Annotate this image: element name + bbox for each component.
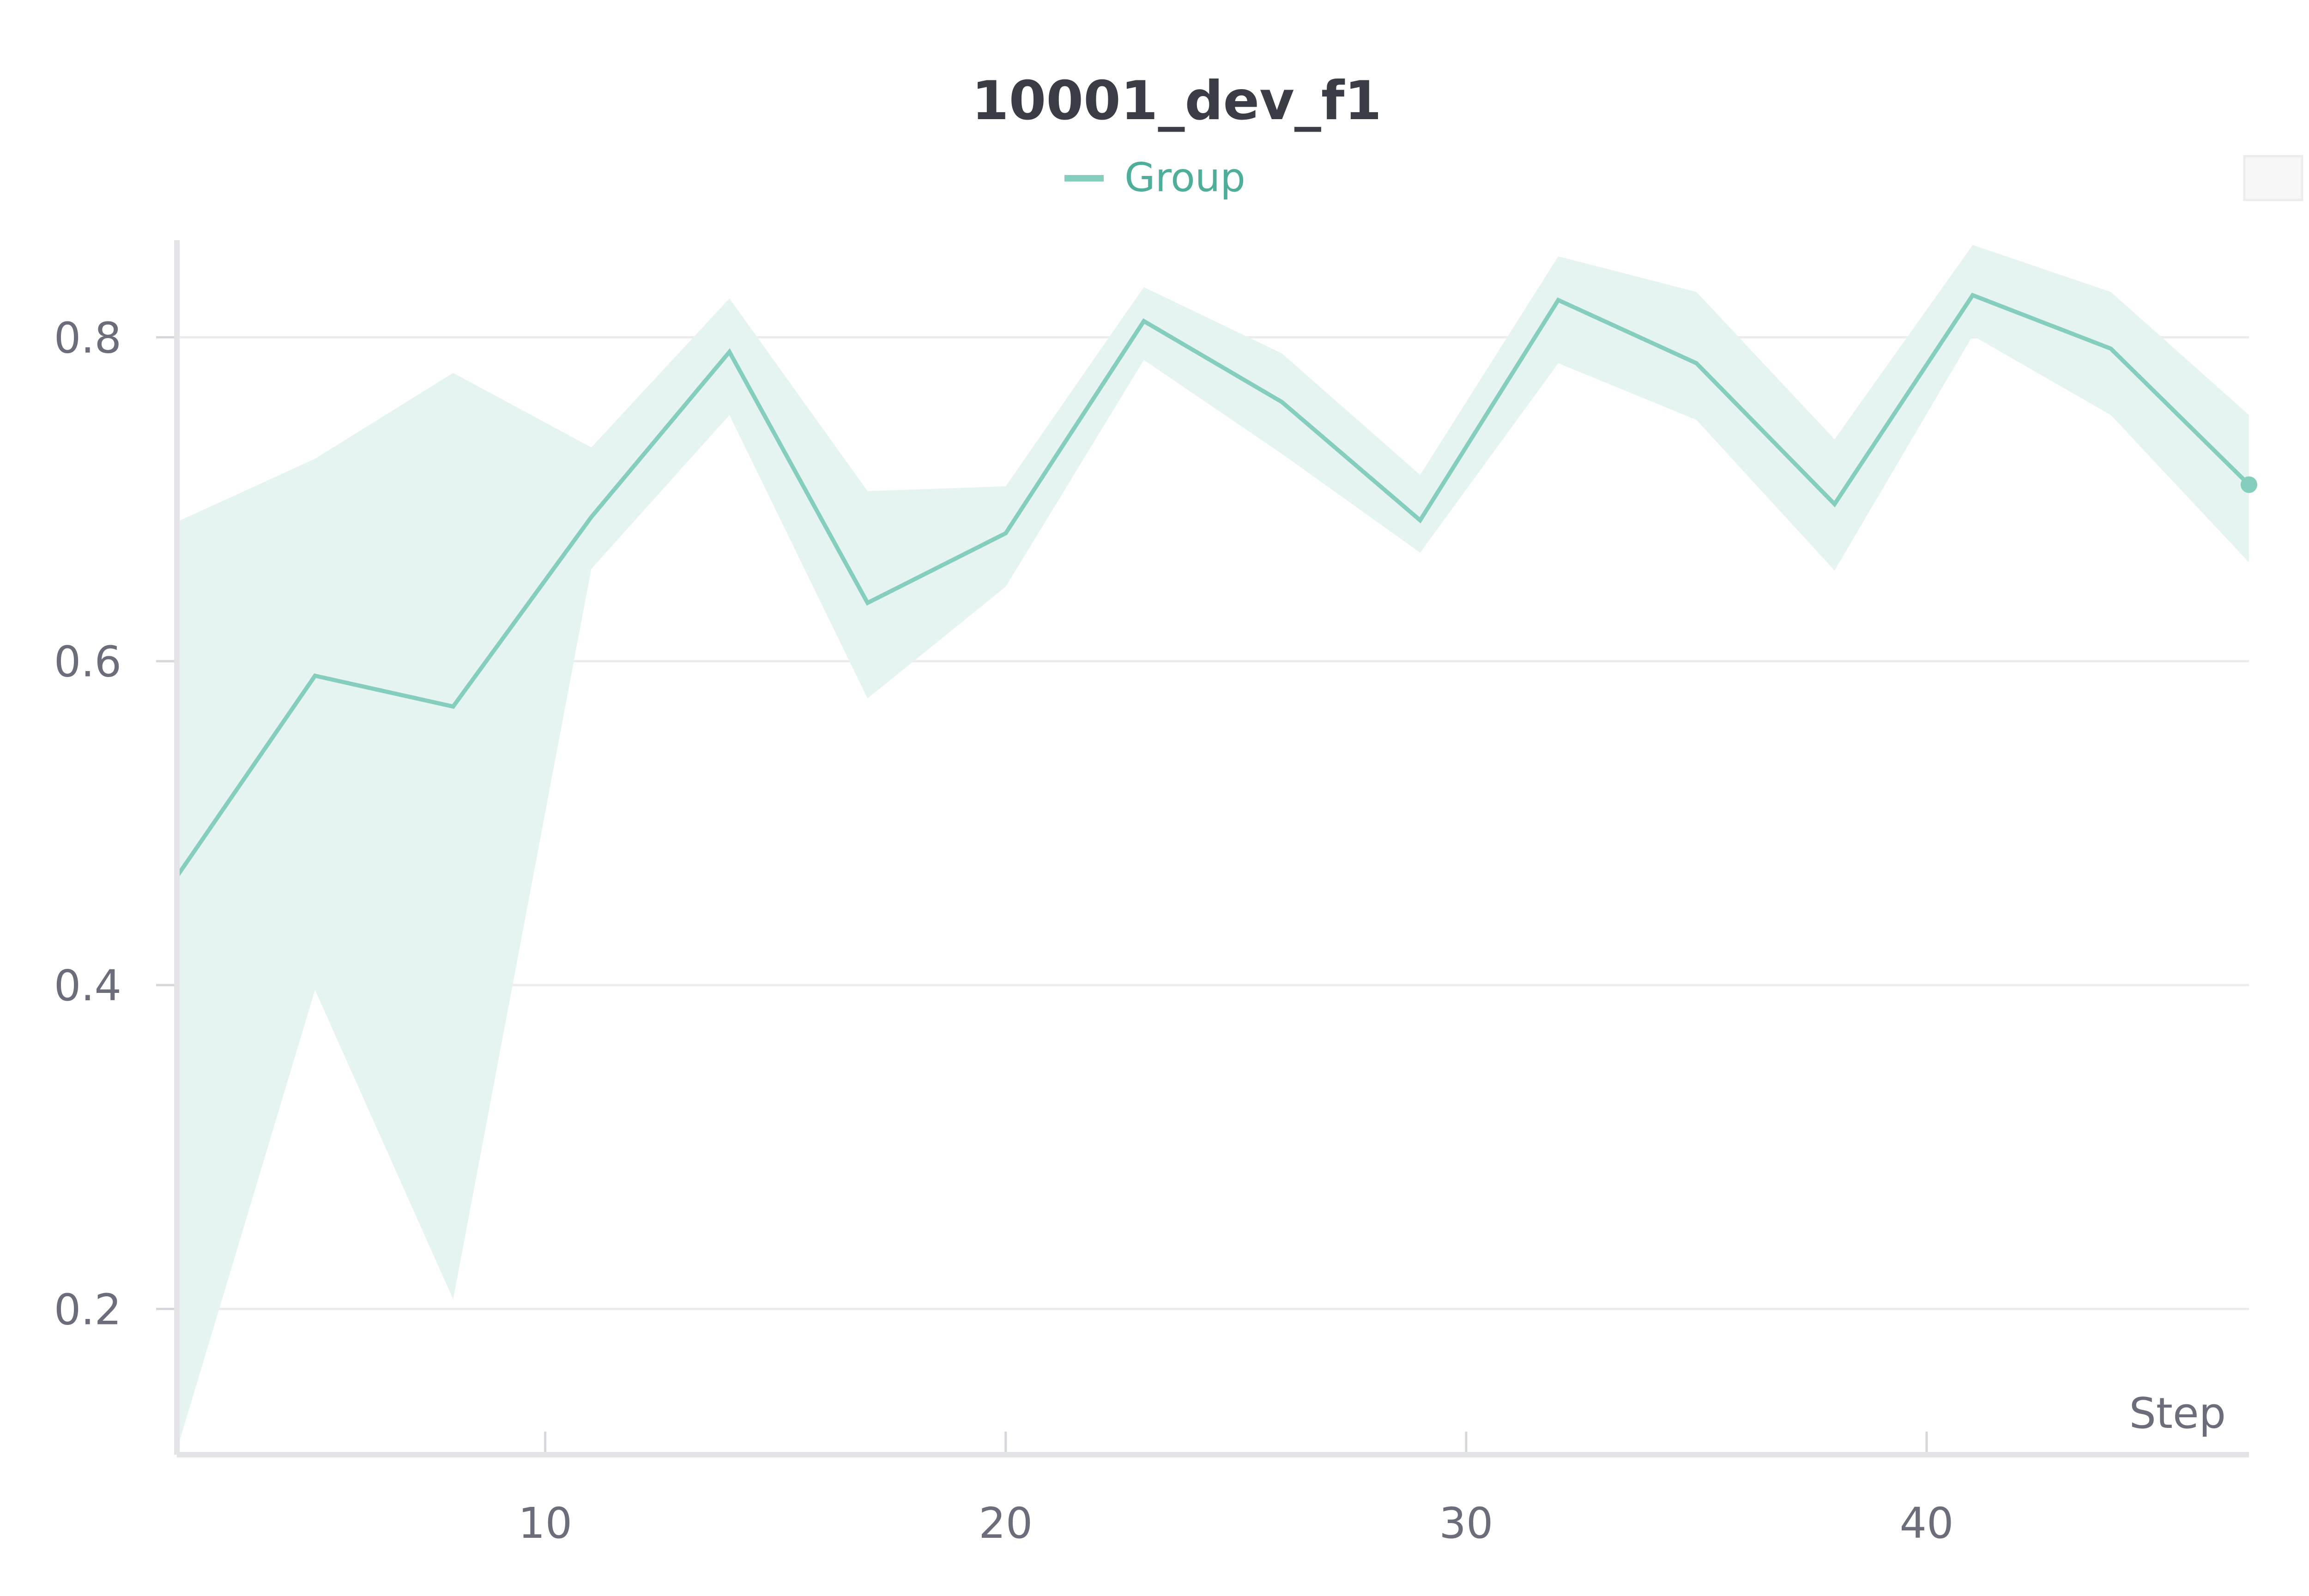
- legend[interactable]: Group: [1064, 155, 1245, 201]
- x-tick-label: 10: [518, 1499, 572, 1548]
- series-point[interactable]: [2106, 344, 2116, 353]
- panel-corner-handle[interactable]: [2243, 155, 2303, 201]
- series-point[interactable]: [1001, 529, 1010, 538]
- series-point[interactable]: [863, 598, 872, 607]
- series-endpoint-marker[interactable]: [2241, 476, 2257, 493]
- series-lines: [175, 290, 2257, 878]
- tick-labels: 0.2 0.4 0.6 0.8 10 20 30 40: [54, 313, 1954, 1548]
- series-line-group[interactable]: [175, 292, 2251, 878]
- series-point[interactable]: [448, 702, 458, 711]
- chart-title: 10001_dev_f1: [972, 70, 1382, 132]
- series-point[interactable]: [1553, 296, 1563, 305]
- y-tick-label: 0.8: [54, 313, 121, 363]
- series-point[interactable]: [1692, 359, 1701, 368]
- series-point[interactable]: [310, 671, 320, 680]
- x-tick-label: 30: [1439, 1499, 1493, 1548]
- series-point[interactable]: [1277, 398, 1287, 407]
- x-tick-label: 40: [1899, 1499, 1953, 1548]
- series-point[interactable]: [1139, 316, 1148, 326]
- legend-label-group: Group: [1124, 155, 1245, 201]
- y-tick-label: 0.2: [54, 1285, 121, 1334]
- series-point[interactable]: [1415, 516, 1425, 525]
- series-point[interactable]: [1968, 290, 1977, 300]
- y-tick-label: 0.6: [54, 637, 121, 687]
- y-tick-label: 0.4: [54, 961, 121, 1010]
- series-point[interactable]: [725, 347, 734, 357]
- series-point[interactable]: [586, 513, 596, 522]
- axes: [156, 240, 2249, 1457]
- series-point[interactable]: [1830, 500, 1839, 509]
- confidence-band: [177, 245, 2249, 1450]
- x-axis-title: Step: [2129, 1389, 2226, 1438]
- x-tick-label: 20: [979, 1499, 1033, 1548]
- series-band-group: [177, 245, 2249, 1450]
